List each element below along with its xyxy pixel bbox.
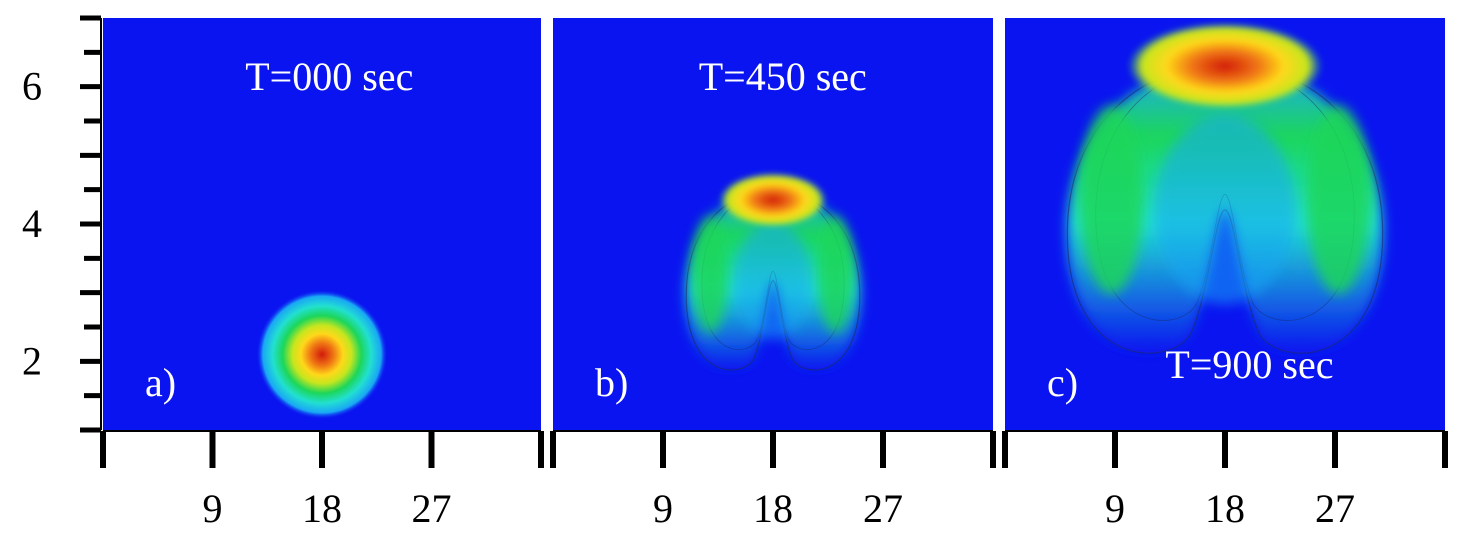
core [1154,115,1296,305]
panel-a: T=000 sec a) 9 18 27 [100,18,544,531]
y-tick-label: 6 [22,64,42,109]
y-tick-label: 2 [22,338,42,383]
arm-right [1306,105,1371,295]
concentration-field [256,289,388,420]
peak [719,172,827,228]
x-tick-label: 9 [203,486,223,531]
x-axis: 9 18 27 [550,430,996,531]
x-axis: 9 18 27 [100,430,544,531]
panel-title: T=450 sec [699,54,867,99]
arm-left [1079,105,1144,295]
x-tick-label: 27 [863,486,903,531]
panel-label: c) [1047,360,1078,405]
panel-title: T=900 sec [1165,342,1333,387]
x-axis: 9 18 27 [1002,430,1448,531]
arm-left [693,215,728,334]
arm-right [818,215,853,334]
panel-title: T=000 sec [245,54,413,99]
panel-label: b) [595,360,628,405]
panel-c: T=900 sec c) 9 18 27 [1002,18,1448,531]
concentration-field [685,172,861,371]
x-tick-label: 9 [1105,486,1125,531]
x-tick-label: 27 [1315,486,1355,531]
y-axis [80,15,102,433]
y-tick-label: 4 [22,201,42,246]
concentration-field [1066,22,1384,354]
x-tick-label: 18 [1205,486,1245,531]
x-tick-label: 9 [653,486,673,531]
x-tick-label: 18 [753,486,793,531]
x-tick-label: 27 [412,486,452,531]
panel-b: T=450 sec b) 9 18 27 [550,18,996,531]
blob [256,289,388,420]
x-tick-label: 18 [302,486,342,531]
peak [1127,22,1323,110]
panel-label: a) [145,360,176,405]
core [733,222,813,340]
